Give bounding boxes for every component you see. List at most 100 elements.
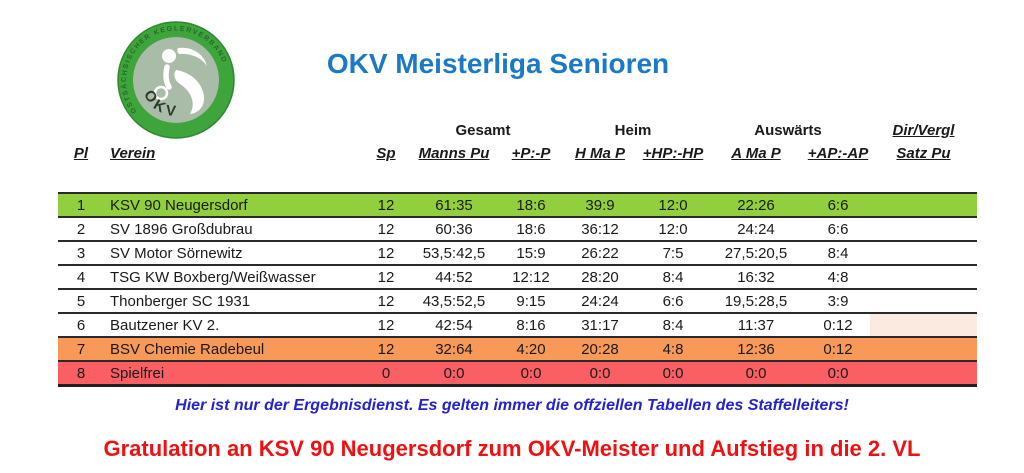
cell-p: 12:12 [502, 265, 560, 290]
cell-p: 4:20 [502, 337, 560, 362]
column-header-h_ma_p: H Ma P [574, 145, 625, 162]
cell-sp: 12 [366, 241, 406, 266]
cell-pl: 2 [58, 217, 104, 242]
cell-p: 0:0 [502, 361, 560, 387]
cell-manns_pu: 43,5:52,5 [406, 289, 502, 314]
cell-pl: 8 [58, 361, 104, 387]
cell-verein: BSV Chemie Radebeul [104, 337, 366, 362]
cell-a_ma_p: 27,5:20,5 [706, 241, 806, 266]
cell-h_ma_p: 0:0 [560, 361, 640, 387]
cell-satz_pu [870, 193, 977, 218]
column-header-pl: Pl [73, 145, 89, 162]
cell-hp: 4:8 [640, 337, 706, 362]
column-header-a_ma_p: A Ma P [731, 145, 781, 162]
table-row-2: 2 SV 1896 Großdubrau 12 60:36 18:6 36:12 12:0 2… [58, 217, 977, 242]
cell-hp: 12:0 [640, 217, 706, 242]
cell-manns_pu: 44:52 [406, 265, 502, 290]
column-header-p: +P:-P [511, 145, 551, 162]
cell-h_ma_p: 31:17 [560, 313, 640, 338]
table-row-8: 8 Spielfrei 0 0:0 0:0 0:0 0:0 0:0 0:0 [58, 361, 977, 387]
cell-sp: 12 [366, 265, 406, 290]
group-header-gesamt: Gesamt [455, 122, 511, 139]
cell-ap: 3:9 [806, 289, 870, 314]
cell-ap: 8:4 [806, 241, 870, 266]
cell-h_ma_p: 28:20 [560, 265, 640, 290]
cell-pl: 6 [58, 313, 104, 338]
cell-pl: 7 [58, 337, 104, 362]
cell-verein: TSG KW Boxberg/Weißwasser [104, 265, 366, 290]
cell-manns_pu: 60:36 [406, 217, 502, 242]
cell-a_ma_p: 22:26 [706, 193, 806, 218]
cell-a_ma_p: 16:32 [706, 265, 806, 290]
okv-logo: OSTSÄCHSISCHER KEGLERVERBAND OKV [116, 18, 236, 142]
cell-verein: Spielfrei [104, 361, 366, 387]
cell-ap: 4:8 [806, 265, 870, 290]
cell-satz_pu [870, 361, 977, 387]
cell-a_ma_p: 0:0 [706, 361, 806, 387]
cell-manns_pu: 32:64 [406, 337, 502, 362]
column-header-ap: +AP:-AP [807, 145, 869, 162]
cell-verein: SV Motor Sörnewitz [104, 241, 366, 266]
cell-manns_pu: 53,5:42,5 [406, 241, 502, 266]
cell-sp: 0 [366, 361, 406, 387]
cell-p: 8:16 [502, 313, 560, 338]
cell-satz_pu [870, 313, 977, 338]
cell-sp: 12 [366, 289, 406, 314]
table-row-3: 3 SV Motor Sörnewitz 12 53,5:42,5 15:9 26:22 7… [58, 241, 977, 266]
cell-p: 9:15 [502, 289, 560, 314]
cell-verein: Bautzener KV 2. [104, 313, 366, 338]
cell-manns_pu: 61:35 [406, 193, 502, 218]
cell-sp: 12 [366, 313, 406, 338]
header-spacer-row [58, 166, 977, 194]
table-row-4: 4 TSG KW Boxberg/Weißwasser 12 44:52 12:12 28… [58, 265, 977, 290]
page-title: OKV Meisterliga Senioren [326, 48, 670, 79]
column-header-sp: Sp [376, 145, 396, 162]
bowler-figure-icon [153, 47, 207, 114]
column-header-hp: +HP:-HP [642, 145, 704, 162]
cell-satz_pu [870, 217, 977, 242]
okv-logo-graphic: OSTSÄCHSISCHER KEGLERVERBAND OKV [117, 21, 235, 139]
cell-satz_pu [870, 241, 977, 266]
cell-ap: 6:6 [806, 193, 870, 218]
cell-ap: 0:0 [806, 361, 870, 387]
cell-hp: 8:4 [640, 265, 706, 290]
group-header-blank [58, 120, 406, 142]
group-header-ausw-rts: Auswärts [754, 122, 822, 139]
cell-satz_pu [870, 289, 977, 314]
cell-hp: 7:5 [640, 241, 706, 266]
cell-pl: 3 [58, 241, 104, 266]
table-row-7: 7 BSV Chemie Radebeul 12 32:64 4:20 20:28 4:8 1… [58, 337, 977, 362]
cell-ap: 0:12 [806, 337, 870, 362]
cell-hp: 8:4 [640, 313, 706, 338]
cell-pl: 4 [58, 265, 104, 290]
cell-a_ma_p: 11:37 [706, 313, 806, 338]
cell-hp: 0:0 [640, 361, 706, 387]
table-row-5: 5 Thonberger SC 1931 12 43,5:52,5 9:15 24:24 6… [58, 289, 977, 314]
cell-verein: Thonberger SC 1931 [104, 289, 366, 314]
cell-a_ma_p: 19,5:28,5 [706, 289, 806, 314]
cell-h_ma_p: 24:24 [560, 289, 640, 314]
congratulation-note: Gratulation an KSV 90 Neugersdorf zum OK… [103, 436, 921, 461]
cell-hp: 12:0 [640, 193, 706, 218]
cell-hp: 6:6 [640, 289, 706, 314]
cell-pl: 1 [58, 193, 104, 218]
cell-sp: 12 [366, 337, 406, 362]
cell-satz_pu [870, 337, 977, 362]
table-row-1: 1 KSV 90 Neugersdorf 12 61:35 18:6 39:9 12:0 22… [58, 193, 977, 218]
cell-satz_pu [870, 265, 977, 290]
cell-sp: 12 [366, 193, 406, 218]
group-header-dir-vergl: Dir/Vergl [892, 122, 955, 139]
group-header-row: Gesamt Heim Auswärts Dir/Vergl [58, 120, 977, 142]
group-header-heim: Heim [614, 122, 652, 139]
column-header-satz_pu: Satz Pu [896, 145, 951, 162]
cell-manns_pu: 0:0 [406, 361, 502, 387]
column-header-manns_pu: Manns Pu [418, 145, 490, 162]
standings-table-wrap: Gesamt Heim Auswärts Dir/Vergl Pl Verein Sp Ma… [58, 120, 977, 387]
cell-ap: 6:6 [806, 217, 870, 242]
cell-h_ma_p: 20:28 [560, 337, 640, 362]
cell-a_ma_p: 12:36 [706, 337, 806, 362]
column-header-verein: Verein [110, 145, 156, 162]
cell-h_ma_p: 36:12 [560, 217, 640, 242]
table-row-6: 6 Bautzener KV 2. 12 42:54 8:16 31:17 8:4 11:37… [58, 313, 977, 338]
standings-table: Gesamt Heim Auswärts Dir/Vergl Pl Verein Sp Ma… [58, 120, 977, 387]
